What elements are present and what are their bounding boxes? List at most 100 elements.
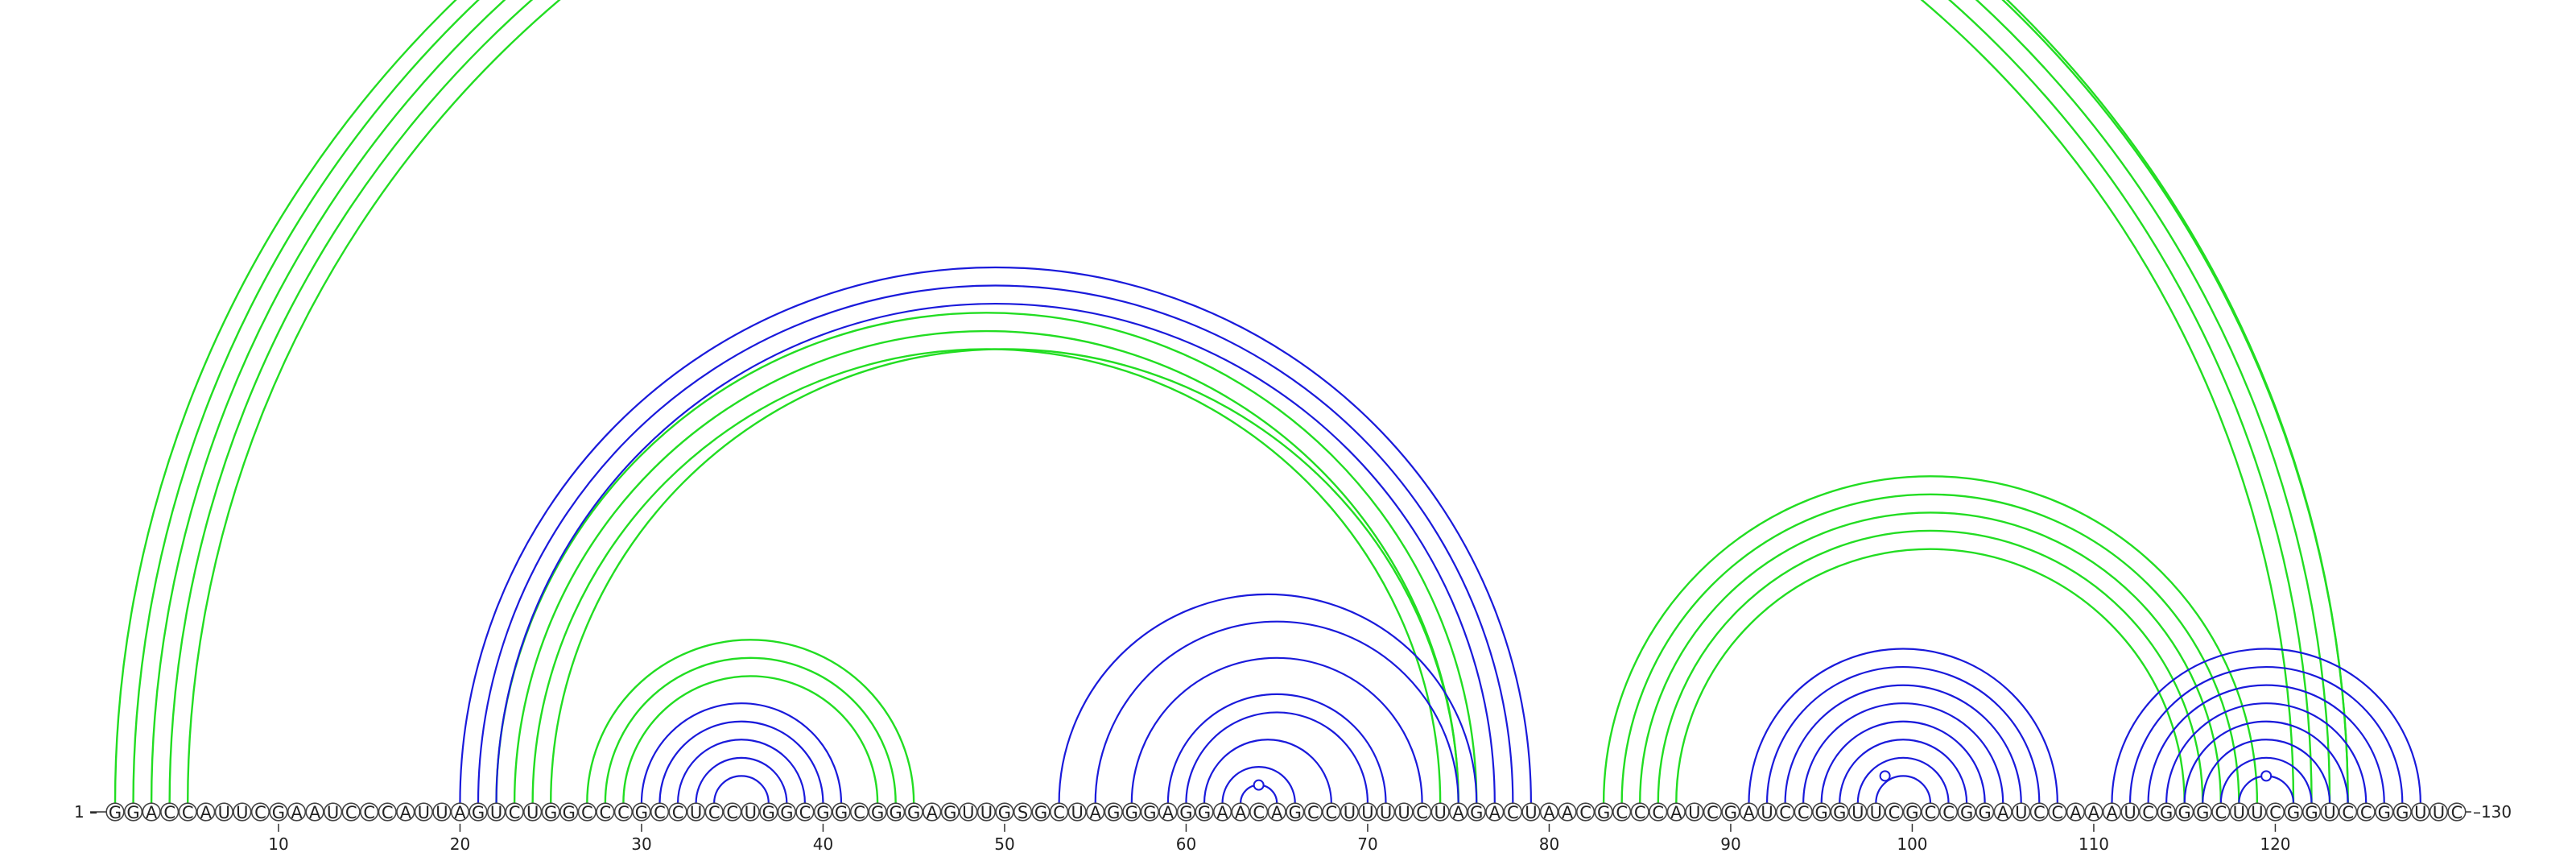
tick-label-50: 50 <box>994 834 1014 854</box>
nucleotide-circle-129 <box>2429 802 2448 822</box>
nucleotide-circle-106 <box>2012 802 2031 822</box>
nucleotide-circle-71 <box>1376 802 1396 822</box>
blue-arc-30-41 <box>640 702 843 804</box>
nucleotide-letter-39: C <box>799 803 811 822</box>
nucleotide-circle-35 <box>723 802 742 822</box>
nucleotide-letter-100: G <box>1905 803 1918 822</box>
blue-arc-93-106 <box>1784 684 2022 804</box>
nucleotide-circle-23 <box>505 802 524 822</box>
nucleotide-circle-117 <box>2211 802 2231 822</box>
nucleotide-letter-10: G <box>272 803 285 822</box>
nucleotide-letter-90: G <box>1724 803 1737 822</box>
nucleotide-circle-7 <box>214 802 233 822</box>
nucleotide-circle-58 <box>1140 802 1159 822</box>
nucleotide-letter-44: G <box>890 803 902 822</box>
nucleotide-letter-4: C <box>163 803 175 822</box>
nucleotide-letter-24: U <box>526 803 539 822</box>
nucleotide-circle-112 <box>2120 802 2140 822</box>
nucleotide-letter-62: A <box>1216 803 1228 822</box>
nucleotide-letter-120: C <box>2269 803 2281 822</box>
nucleotide-letter-73: C <box>1416 803 1428 822</box>
nucleotide-circle-9 <box>250 802 270 822</box>
nucleotide-circle-33 <box>686 802 706 822</box>
tick-label-90: 90 <box>1720 834 1740 854</box>
nucleotide-letter-109: A <box>2070 803 2082 822</box>
blue-arc-96-103 <box>1839 739 1968 804</box>
nucleotide-letter-49: U <box>980 803 993 822</box>
nucleotide-circle-89 <box>1703 802 1722 822</box>
nucleotide-letter-58: G <box>1143 803 1156 822</box>
nucleotide-letter-84: C <box>1616 803 1628 822</box>
blue-arc-33-38 <box>695 756 788 804</box>
nucleotide-circle-84 <box>1612 802 1632 822</box>
nucleotide-circle-48 <box>959 802 978 822</box>
nucleotide-letter-82: C <box>1579 803 1591 822</box>
nucleotide-circle-72 <box>1394 802 1414 822</box>
nucleotide-letter-34: C <box>708 803 720 822</box>
nucleotide-letter-101: C <box>1925 803 1937 822</box>
nucleotide-letter-95: G <box>1815 803 1828 822</box>
nucleotide-circle-2 <box>123 802 143 822</box>
nucleotide-letter-119: U <box>2251 803 2263 822</box>
nucleotide-letter-124: C <box>2342 803 2354 822</box>
tick-label-70: 70 <box>1357 834 1377 854</box>
tick-label-30: 30 <box>631 834 651 854</box>
nucleotide-circle-11 <box>287 802 307 822</box>
green-arc-2-124 <box>132 0 2349 804</box>
nucleotide-letter-32: C <box>672 803 684 822</box>
nucleotide-circle-55 <box>1086 802 1105 822</box>
nucleotide-circle-76 <box>1467 802 1486 822</box>
nucleotide-letter-42: C <box>853 803 865 822</box>
nucleotide-circle-98 <box>1866 802 1885 822</box>
nucleotide-letter-92: U <box>1761 803 1773 822</box>
nucleotide-circle-97 <box>1848 802 1868 822</box>
nucleotide-letter-37: G <box>762 803 775 822</box>
nucleotide-letter-71: U <box>1380 803 1392 822</box>
nucleotide-circle-80 <box>1539 802 1559 822</box>
blue-arc-114-125 <box>2165 702 2368 804</box>
nucleotide-letter-118: U <box>2233 803 2245 822</box>
nucleotide-circle-103 <box>1957 802 1976 822</box>
nucleotide-circle-65 <box>1267 802 1286 822</box>
nucleotide-letter-81: A <box>1562 803 1574 822</box>
nucleotide-circle-15 <box>360 802 379 822</box>
nucleotide-circle-42 <box>849 802 869 822</box>
nucleotide-letter-47: G <box>943 803 956 822</box>
nucleotide-letter-123: U <box>2323 803 2335 822</box>
nucleotide-circle-49 <box>976 802 996 822</box>
nucleotide-letter-56: G <box>1107 803 1120 822</box>
nucleotide-letter-65: A <box>1271 803 1283 822</box>
nucleotide-letter-107: C <box>2033 803 2046 822</box>
nucleotide-letter-110: A <box>2088 803 2100 822</box>
nucleotide-circle-67 <box>1303 802 1323 822</box>
nucleotide-letter-63: A <box>1235 803 1247 822</box>
nucleotide-letter-40: G <box>816 803 829 822</box>
green-arc-5-121 <box>187 0 2295 804</box>
tick-label-100: 100 <box>1897 834 1927 854</box>
nucleotide-letter-116: G <box>2196 803 2209 822</box>
nucleotide-circle-41 <box>832 802 851 822</box>
nucleotide-circle-20 <box>450 802 470 822</box>
nucleotide-circle-10 <box>269 802 288 822</box>
nucleotide-circle-99 <box>1885 802 1904 822</box>
nucleotide-letter-54: U <box>1071 803 1083 822</box>
nucleotide-letter-22: U <box>490 803 502 822</box>
green-arc-85-117 <box>1639 511 2222 804</box>
nucleotide-letter-103: G <box>1960 803 1973 822</box>
nucleotide-letter-15: C <box>363 803 375 822</box>
nucleotide-circle-39 <box>795 802 815 822</box>
nucleotide-circle-123 <box>2320 802 2339 822</box>
position-axis: 10 20 30 40 50 60 70 80 90 100 110 120 <box>268 823 2291 854</box>
nucleotide-circle-18 <box>414 802 433 822</box>
nucleotide-circle-91 <box>1739 802 1759 822</box>
nucleotide-letter-76: G <box>1470 803 1483 822</box>
nucleotide-circle-74 <box>1430 802 1450 822</box>
nucleotide-letter-122: G <box>2305 803 2318 822</box>
nucleotide-circle-73 <box>1412 802 1432 822</box>
blue-arc-55-75 <box>1094 620 1459 804</box>
nucleotide-letter-48: U <box>962 803 974 822</box>
nucleotide-letter-16: C <box>382 803 394 822</box>
nucleotide-letter-85: C <box>1634 803 1646 822</box>
start-index-label: 1 – <box>74 802 97 822</box>
nucleotide-letter-79: U <box>1525 803 1537 822</box>
